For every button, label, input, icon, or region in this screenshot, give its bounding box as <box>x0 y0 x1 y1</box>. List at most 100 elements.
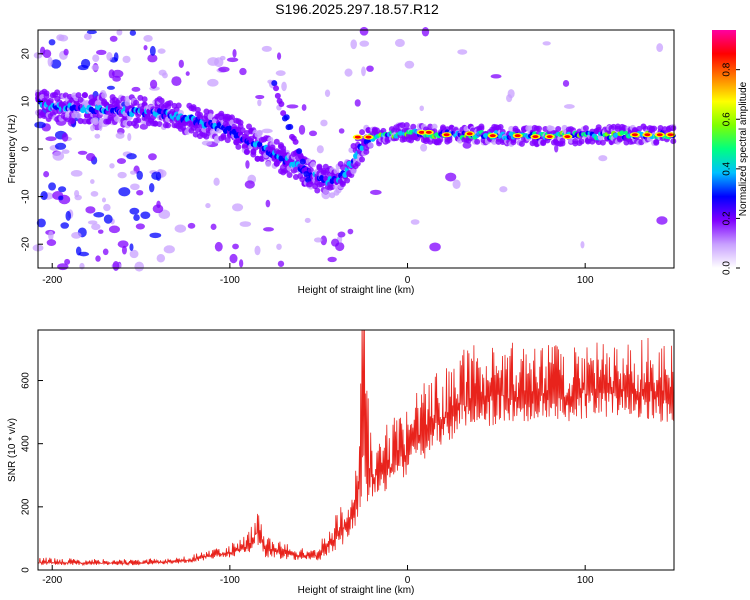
spectrogram-cell <box>580 241 585 249</box>
spectrogram-cell <box>109 163 115 169</box>
spectrogram-cell <box>619 130 625 136</box>
spectrogram-cell <box>175 102 182 109</box>
spectrogram-y-tick-label: -10 <box>21 189 32 204</box>
spectrogram-cell <box>308 130 318 137</box>
spectrogram-cell <box>140 211 151 219</box>
spectrogram-cell <box>139 123 148 130</box>
spectrogram-cell <box>77 150 88 155</box>
spectrogram-cell <box>314 187 321 194</box>
spectrogram-cell <box>185 71 190 76</box>
spectrogram-cell <box>149 79 158 89</box>
spectrogram-cell <box>421 26 430 37</box>
spectrogram-cell <box>57 263 69 271</box>
spectrogram-cell <box>121 245 127 255</box>
spectrogram-cell <box>85 153 96 162</box>
spectrogram-cell <box>156 253 166 263</box>
spectrogram-cell <box>74 189 80 198</box>
spectrogram-cell <box>316 145 324 154</box>
spectrogram-cell <box>271 80 278 87</box>
spectrogram-cell <box>276 52 282 60</box>
snr-y-label: SNR (10 * v/v) <box>7 418 18 482</box>
spectrogram-cell <box>546 135 553 139</box>
spectrogram-cell <box>452 179 461 189</box>
spectrogram-cell <box>578 138 585 145</box>
spectrogram-cell <box>239 221 252 227</box>
spectrogram-y-tick-label: 10 <box>21 95 32 107</box>
spectrogram-cell <box>197 111 204 118</box>
spectrogram-cell <box>228 114 235 121</box>
spectrogram-cell <box>514 134 521 138</box>
spectrogram-cell <box>644 133 651 137</box>
spectrogram-cell <box>656 133 663 137</box>
spectrogram-cell <box>361 66 366 77</box>
spectrogram-cell <box>102 248 109 256</box>
spectrogram-cell <box>275 70 286 77</box>
spectrogram-cell <box>559 137 566 144</box>
spectrogram-cell <box>133 99 140 106</box>
spectrogram-cell <box>490 74 502 79</box>
spectrogram-cell <box>91 64 100 71</box>
spectrogram-cell <box>320 235 328 246</box>
spectrogram-cell <box>47 56 53 67</box>
spectrogram-cell <box>307 167 314 174</box>
spectrogram-cell <box>120 95 127 102</box>
spectrogram-cell <box>112 260 120 271</box>
spectrogram-cell <box>117 171 127 179</box>
spectrogram-cell <box>410 219 420 225</box>
spectrogram-cell <box>141 96 148 103</box>
spectrogram-cell <box>429 242 441 252</box>
spectrogram-cell <box>599 139 606 146</box>
spectrogram-cell <box>124 100 131 107</box>
spectrogram-cell <box>280 148 287 155</box>
figure-title: S196.2025.297.18.57.R12 <box>275 1 439 17</box>
spectrogram-cell <box>303 170 310 177</box>
spectrogram-cell <box>491 138 498 145</box>
spectrogram-cell <box>283 114 290 121</box>
spectrogram-cell <box>213 177 220 186</box>
spectrogram-cell <box>130 170 137 175</box>
spectrogram-cell <box>535 125 542 132</box>
spectrogram-cell <box>324 89 331 97</box>
spectrogram-cell <box>92 112 99 119</box>
spectrogram-cell <box>235 143 242 150</box>
spectrogram-cell <box>466 132 473 136</box>
snr-x-tick-label: 100 <box>577 575 594 586</box>
spectrogram-cell <box>507 89 515 99</box>
spectrogram-cell <box>474 138 481 145</box>
spectrogram-cells <box>32 26 677 272</box>
spectrogram-cell <box>91 223 101 231</box>
spectrogram-cell <box>350 39 357 50</box>
spectrogram-cell <box>359 156 366 163</box>
spectrogram-cell <box>116 158 127 164</box>
spectrogram-cell <box>237 119 244 126</box>
spectrogram-cell <box>48 39 56 46</box>
snr-panel: -200 -100 0 100 0 200 400 600 Height of straig… <box>7 329 675 596</box>
spectrogram-cell <box>210 223 217 230</box>
spectrogram-cell <box>286 172 293 179</box>
spectrogram-cell <box>489 134 496 138</box>
spectrogram-cell <box>39 46 46 56</box>
spectrogram-cell <box>143 45 148 51</box>
spectrogram-cell <box>117 240 129 248</box>
spectrogram-cell <box>205 203 211 209</box>
spectrogram-cell <box>320 119 328 127</box>
spectrogram-cell <box>232 243 239 250</box>
spectrogram-cell <box>261 45 272 52</box>
spectrogram-cell <box>50 59 62 69</box>
spectrogram-cell <box>287 123 294 130</box>
spectrogram-cell <box>232 48 237 58</box>
spectrogram-cell <box>133 122 140 129</box>
spectrogram-cell <box>106 52 113 61</box>
spectrogram-cell <box>131 86 141 92</box>
spectrogram-cell <box>107 114 114 121</box>
spectrogram-cell <box>43 93 50 100</box>
spectrogram-cell <box>113 52 119 62</box>
snr-x-tick-label: 0 <box>405 575 411 586</box>
spectrogram-cell <box>46 239 57 246</box>
spectrogram-cell <box>497 124 504 131</box>
spectrogram-cell <box>178 59 184 68</box>
spectrogram-cell <box>299 158 306 165</box>
spectrogram-cell <box>108 225 121 234</box>
snr-y-tick-label: 400 <box>21 435 32 452</box>
